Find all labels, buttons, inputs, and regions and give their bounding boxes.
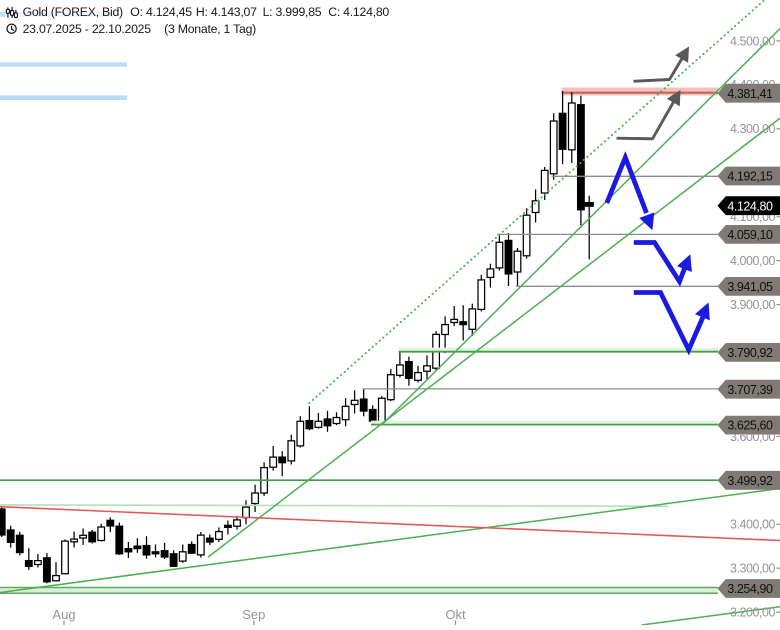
svg-text:4.059,10: 4.059,10 — [727, 228, 773, 242]
svg-text:3.707,39: 3.707,39 — [727, 383, 773, 397]
svg-text:23.07.2025 - 22.10.2025: 23.07.2025 - 22.10.2025 — [23, 22, 152, 36]
svg-text:4.000,00: 4.000,00 — [730, 254, 776, 268]
svg-text:4.192,15: 4.192,15 — [727, 170, 773, 184]
svg-text:3.900,00: 3.900,00 — [730, 298, 776, 312]
svg-text:H: 4.143,07: H: 4.143,07 — [196, 5, 257, 19]
svg-text:Gold (FOREX, Bid): Gold (FOREX, Bid) — [23, 5, 123, 19]
svg-text:Sep: Sep — [242, 607, 265, 622]
svg-text:Aug: Aug — [52, 607, 75, 622]
svg-text:L: 3.999,85: L: 3.999,85 — [263, 5, 322, 19]
svg-text:3.200,00: 3.200,00 — [730, 606, 776, 620]
svg-text:3.499,92: 3.499,92 — [727, 474, 773, 488]
svg-text:4.124,80: 4.124,80 — [727, 199, 773, 213]
svg-text:C: 4.124,80: C: 4.124,80 — [328, 5, 389, 19]
svg-text:3.300,00: 3.300,00 — [730, 562, 776, 576]
svg-text:4.300,00: 4.300,00 — [730, 122, 776, 136]
svg-text:3.790,92: 3.790,92 — [727, 346, 773, 360]
svg-text:3.254,90: 3.254,90 — [727, 582, 773, 596]
svg-text:(3 Monate, 1 Tag): (3 Monate, 1 Tag) — [164, 22, 256, 36]
svg-text:3.625,60: 3.625,60 — [727, 419, 773, 433]
svg-text:O: 4.124,45: O: 4.124,45 — [130, 5, 192, 19]
svg-text:4.500,00: 4.500,00 — [730, 34, 776, 48]
svg-text:Okt: Okt — [445, 607, 466, 622]
svg-text:4.381,41: 4.381,41 — [727, 87, 773, 101]
svg-text:3.941,05: 3.941,05 — [727, 280, 773, 294]
svg-text:3.400,00: 3.400,00 — [730, 518, 776, 532]
